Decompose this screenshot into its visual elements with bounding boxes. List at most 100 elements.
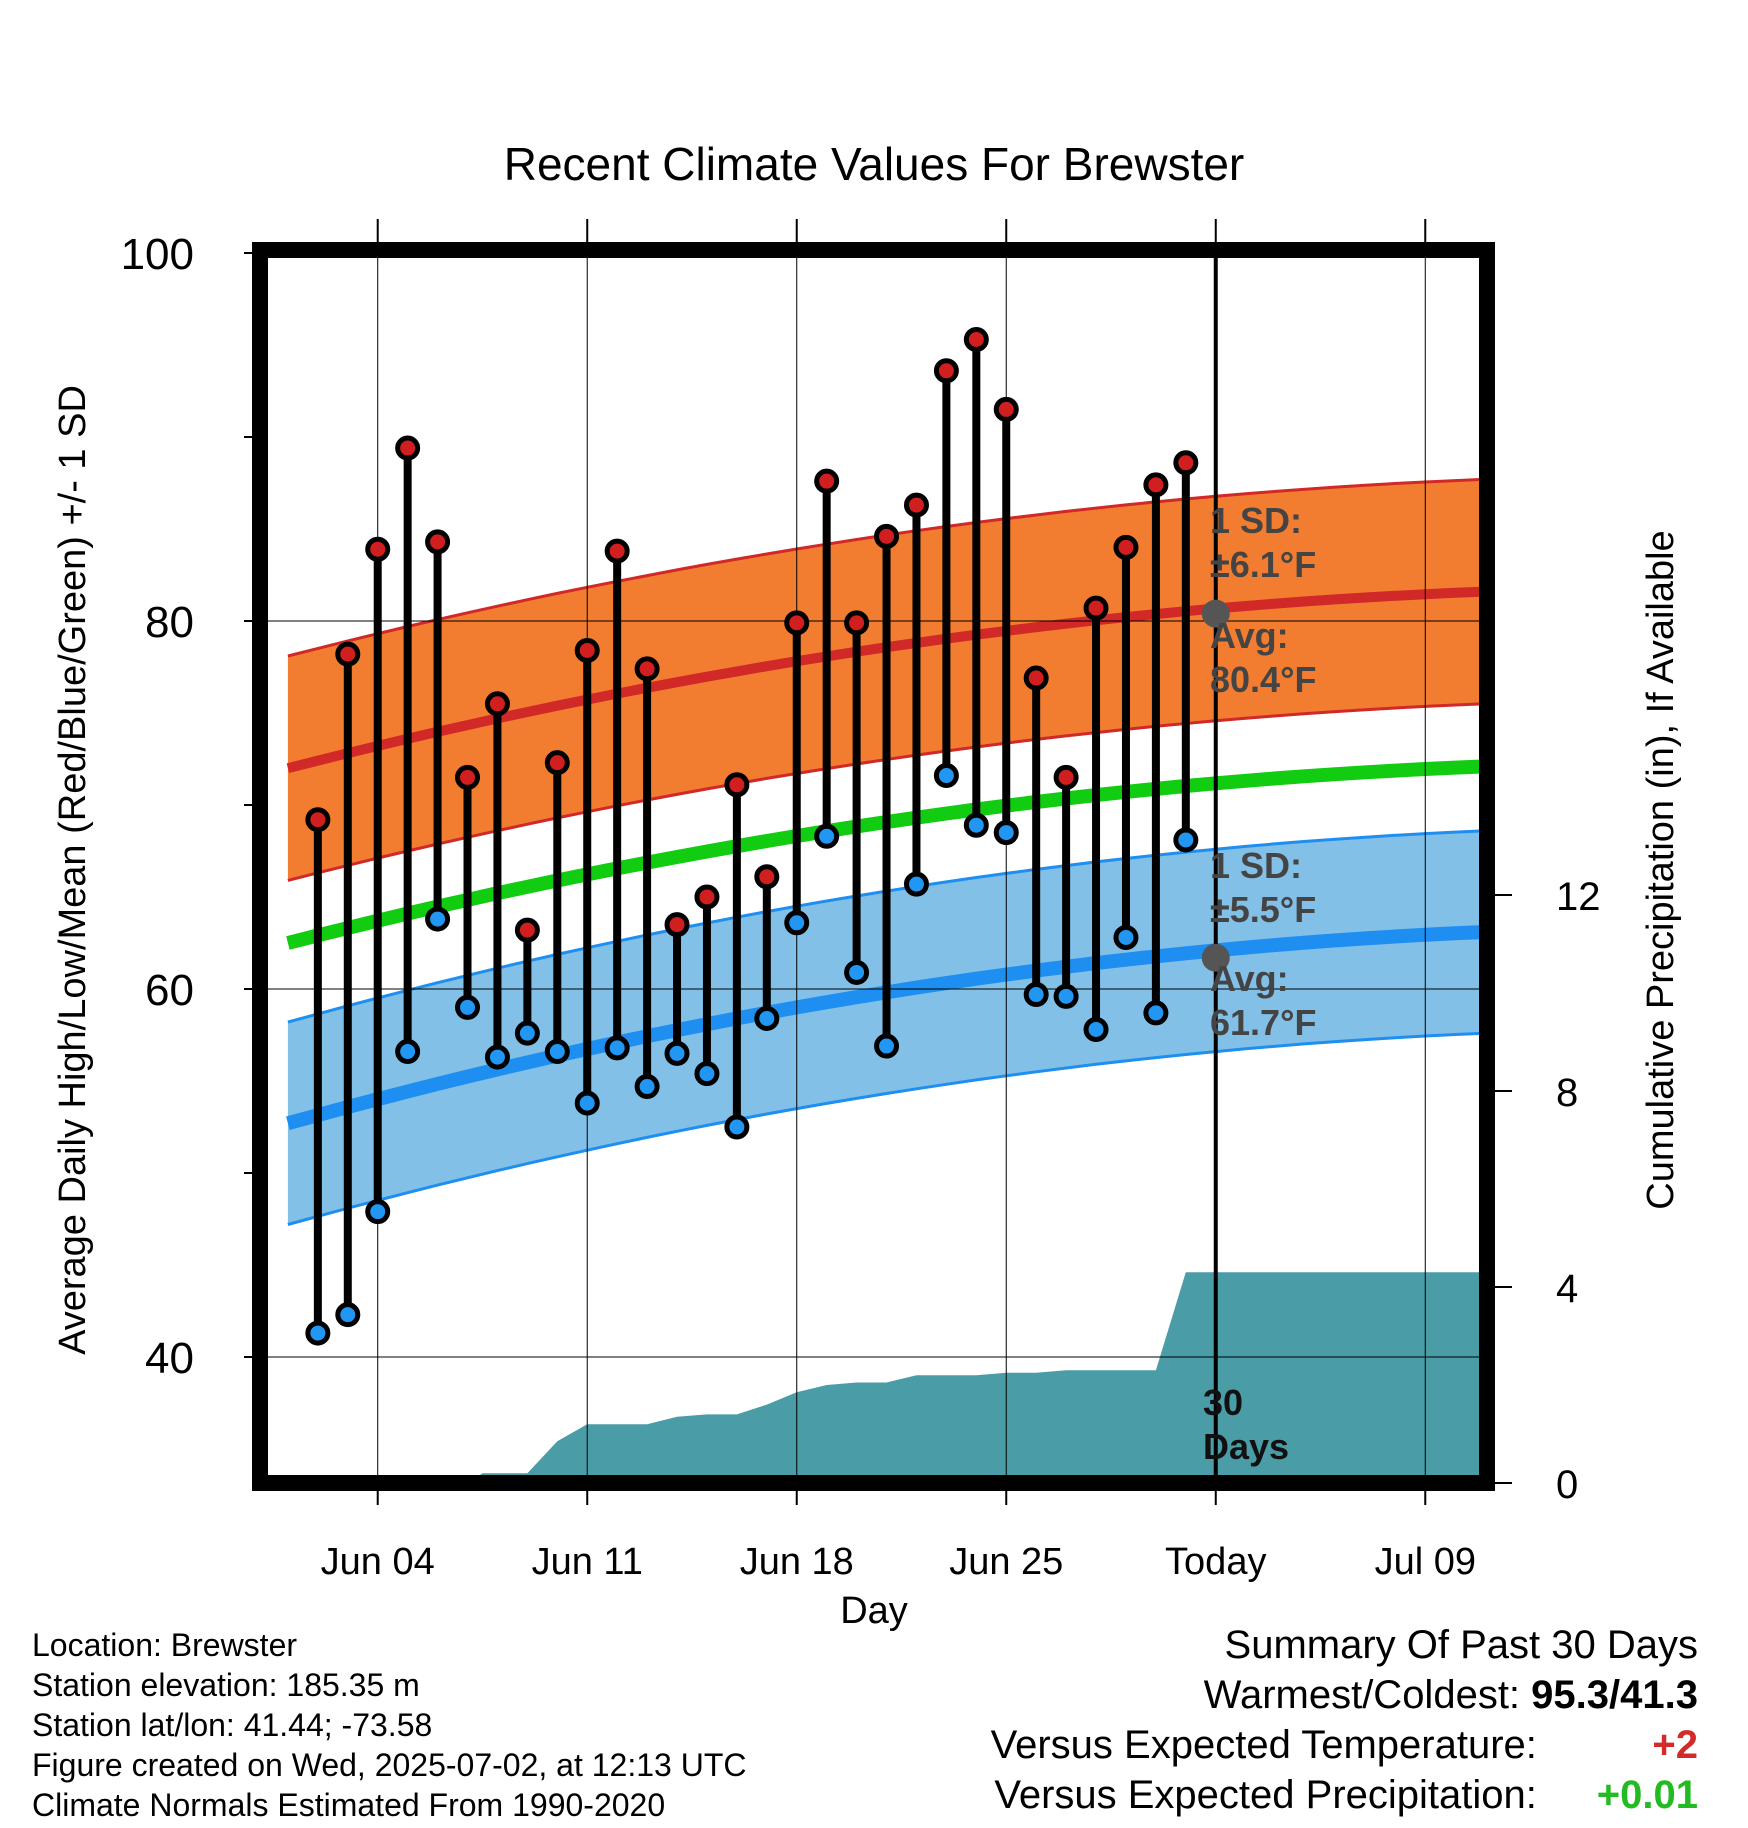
warm-cold-value: 95.3/41.3: [1531, 1673, 1698, 1717]
daily-high-point: [1173, 450, 1199, 476]
x-axis-label: Day: [840, 1590, 908, 1632]
daily-low-point: [395, 1039, 421, 1065]
daily-low-point: [574, 1090, 600, 1116]
daily-low-point: [903, 871, 929, 897]
elevation-text: Station elevation: 185.35 m: [32, 1667, 420, 1703]
daily-high-point: [814, 468, 840, 494]
plot-frame: [252, 242, 1495, 1491]
daily-low-point: [1083, 1016, 1109, 1042]
temp-label: Versus Expected Temperature:: [990, 1723, 1537, 1767]
chart-title: Recent Climate Values For Brewster: [504, 138, 1245, 190]
daily-high-point: [395, 435, 421, 461]
temp-value: +2: [1652, 1723, 1698, 1767]
daily-high-point: [455, 764, 481, 790]
daily-high-point: [903, 492, 929, 518]
daily-low-point: [335, 1302, 361, 1328]
daily-high-point: [604, 538, 630, 564]
y-tick-label: 100: [121, 230, 194, 279]
daily-high-point: [664, 912, 690, 938]
summary-panel: Summary Of Past 30 Days Warmest/Coldest:…: [991, 1620, 1698, 1820]
daily-low-point: [604, 1035, 630, 1061]
y2-tick-label: 0: [1556, 1463, 1578, 1507]
y-axis-label: Average Daily High/Low/Mean (Red/Blue/Gr…: [52, 385, 94, 1355]
latlon-text: Station lat/lon: 41.44; -73.58: [32, 1707, 433, 1743]
daily-low-point: [754, 1005, 780, 1031]
summary-precip: Versus Expected Precipitation: +0.01: [991, 1770, 1698, 1820]
daily-high-point: [933, 358, 959, 384]
high-avg-annotation: 80.4°F: [1210, 659, 1316, 700]
daily-low-point: [305, 1320, 331, 1346]
daily-high-point: [694, 884, 720, 910]
low-avg-annotation: 61.7°F: [1210, 1002, 1316, 1043]
daily-low-point: [664, 1040, 690, 1066]
precip-area: [317, 1272, 1486, 1483]
summary-warm-cold: Warmest/Coldest: 95.3/41.3: [991, 1670, 1698, 1720]
y2-tick-label: 4: [1556, 1267, 1578, 1311]
daily-high-point: [335, 641, 361, 667]
daily-low-point: [544, 1039, 570, 1065]
high-avg-marker: [1201, 599, 1230, 628]
daily-high-point: [963, 326, 989, 352]
daily-low-point: [425, 906, 451, 932]
summary-title: Summary Of Past 30 Days: [1224, 1623, 1698, 1667]
daily-low-point: [784, 910, 810, 936]
x-tick-label: Jun 18: [740, 1541, 854, 1583]
low-sd-annotation: 1 SD:: [1210, 845, 1302, 886]
y2-tick-label: 8: [1556, 1071, 1578, 1115]
daily-high-point: [514, 917, 540, 943]
window-days-label: 30: [1203, 1382, 1243, 1423]
x-tick-label: Jul 09: [1375, 1541, 1476, 1583]
daily-high-point: [1113, 534, 1139, 560]
daily-low-point: [874, 1033, 900, 1059]
daily-low-point: [634, 1074, 660, 1100]
high-sd-annotation: ±6.1°F: [1210, 544, 1316, 585]
daily-low-point: [365, 1199, 391, 1225]
location-text: Location: Brewster: [32, 1627, 298, 1663]
low-sd-lower-edge: [287, 1031, 1486, 1226]
precip-label: Versus Expected Precipitation:: [994, 1773, 1537, 1817]
daily-low-point: [1143, 1000, 1169, 1026]
daily-high-point: [1143, 472, 1169, 498]
daily-low-point: [724, 1114, 750, 1140]
daily-low-point: [694, 1061, 720, 1087]
daily-low-point: [814, 823, 840, 849]
low-sd-annotation: ±5.5°F: [1210, 889, 1316, 930]
daily-high-point: [1023, 665, 1049, 691]
daily-low-point: [1023, 982, 1049, 1008]
y2-axis-label: Cumulative Precipitation (in), If Availa…: [1640, 530, 1682, 1209]
daily-high-point: [634, 656, 660, 682]
daily-high-point: [844, 610, 870, 636]
daily-high-point: [1053, 764, 1079, 790]
daily-high-point: [874, 523, 900, 549]
x-tick-label: Jun 04: [321, 1541, 435, 1583]
daily-high-point: [574, 637, 600, 663]
created-text: Figure created on Wed, 2025-07-02, at 12…: [32, 1747, 747, 1783]
daily-high-point: [484, 691, 510, 717]
x-tick-label: Jun 25: [949, 1541, 1063, 1583]
x-tick-label: Jun 11: [532, 1541, 643, 1583]
daily-high-point: [784, 610, 810, 636]
daily-low-point: [933, 763, 959, 789]
daily-high-point: [365, 536, 391, 562]
high-avg-annotation: Avg:: [1210, 615, 1289, 656]
daily-low-point: [514, 1020, 540, 1046]
daily-low-point: [455, 994, 481, 1020]
summary-temp: Versus Expected Temperature: +2: [991, 1720, 1698, 1770]
daily-low-point: [1173, 827, 1199, 853]
daily-high-point: [544, 750, 570, 776]
precip-value: +0.01: [1596, 1773, 1698, 1817]
daily-low-point: [1053, 983, 1079, 1009]
daily-high-point: [1083, 595, 1109, 621]
daily-high-point: [993, 396, 1019, 422]
daily-high-point: [754, 864, 780, 890]
station-info: Location: Brewster Station elevation: 18…: [32, 1625, 746, 1825]
y-tick-label: 60: [145, 966, 194, 1015]
daily-high-point: [305, 807, 331, 833]
daily-low-point: [1113, 924, 1139, 950]
warm-cold-label: Warmest/Coldest:: [1203, 1673, 1521, 1717]
normals-text: Climate Normals Estimated From 1990-2020: [32, 1787, 666, 1823]
high-sd-annotation: 1 SD:: [1210, 500, 1302, 541]
